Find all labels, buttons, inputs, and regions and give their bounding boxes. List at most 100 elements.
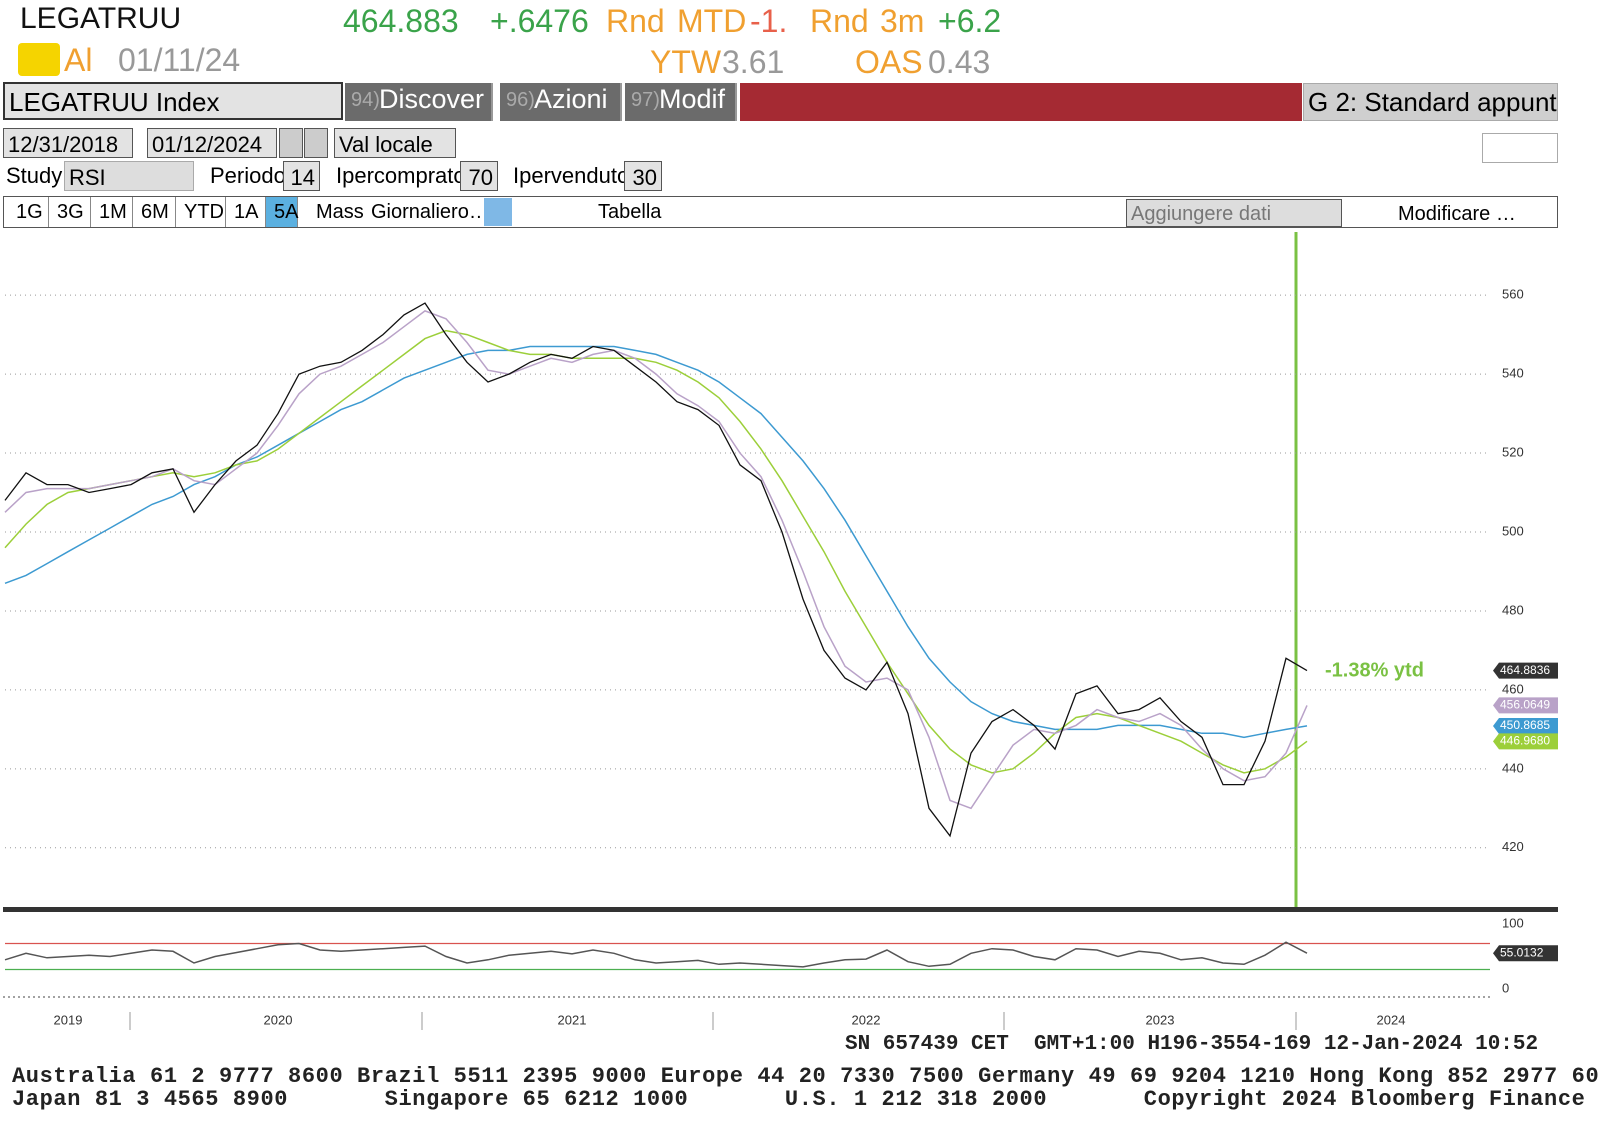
menu-label: Discover	[379, 84, 485, 114]
menu-number: 94)	[351, 89, 380, 111]
change: +.6476	[490, 3, 589, 39]
range-label[interactable]: 1A	[234, 201, 259, 223]
y-tick-label: 440	[1502, 760, 1524, 775]
value-tag	[1493, 945, 1558, 962]
gauge-icon[interactable]	[18, 43, 60, 76]
series-line	[4, 310, 1308, 810]
y-tick-label: 540	[1502, 366, 1524, 381]
y-tick-label: 460	[1502, 681, 1524, 696]
value-tag	[1493, 733, 1558, 750]
contacts-line: Japan 81 3 4565 8900 Singapore 65 6212 1…	[12, 1087, 1600, 1112]
overbought[interactable]: 70	[460, 161, 498, 191]
prev-button[interactable]	[279, 128, 303, 158]
security-field[interactable]: LEGATRUU Index	[3, 82, 343, 120]
status-line: SN 657439 CET GMT+1:00 H196-3554-169 12-…	[845, 1033, 1539, 1056]
value-tag	[1493, 697, 1558, 714]
range-label[interactable]: 1M	[99, 201, 127, 223]
ytw-label: YTW	[650, 44, 722, 80]
x-tick-label: 2022	[852, 1012, 881, 1027]
menu-label: Modif	[659, 84, 726, 114]
series-line	[4, 941, 1308, 968]
menu-button[interactable]	[500, 83, 622, 121]
x-tick-label: 2023	[1146, 1012, 1175, 1027]
series-line	[4, 329, 1308, 774]
period[interactable]: 14	[283, 161, 320, 191]
undo-redo[interactable]	[1482, 133, 1558, 163]
currency-select[interactable]: Val locale	[334, 128, 456, 158]
range-tab[interactable]	[49, 197, 91, 227]
range-tab[interactable]	[133, 197, 176, 227]
edit-button[interactable]: Modificare …	[1398, 203, 1516, 225]
range-tab[interactable]	[176, 197, 226, 227]
add-data-field[interactable]: Aggiungere dati	[1126, 199, 1342, 227]
y-tick-label: 0	[1502, 980, 1509, 995]
end-date[interactable]: 01/12/2024	[147, 128, 277, 158]
y-tick-label: 520	[1502, 444, 1524, 459]
range-label[interactable]: 5A	[274, 201, 299, 223]
red-bar	[740, 83, 1302, 121]
series-line	[4, 345, 1308, 739]
period-label: Periodo	[210, 163, 286, 188]
range-label[interactable]: 3G	[57, 201, 84, 223]
contacts-line: Australia 61 2 9777 8600 Brazil 5511 239…	[12, 1064, 1600, 1089]
mtd-label: MTD	[677, 3, 747, 39]
x-tick-label: 2020	[264, 1012, 293, 1027]
oversold[interactable]: 30	[624, 161, 662, 191]
x-tick-label: 2019	[54, 1012, 83, 1027]
frequency-select[interactable]: Giornaliero…	[371, 201, 489, 223]
study-select[interactable]: RSI	[64, 161, 194, 191]
layout-label[interactable]: G 2: Standard appunti	[1303, 83, 1558, 121]
y-tick-label: 100	[1502, 915, 1524, 930]
date: 01/11/24	[118, 42, 241, 78]
x-tick-label: 2024	[1377, 1012, 1406, 1027]
value-tag	[1493, 717, 1558, 734]
ytw: 3.61	[722, 44, 785, 80]
range-label[interactable]: 1G	[16, 201, 43, 223]
range-label[interactable]: 6M	[141, 201, 169, 223]
ytd-annotation: -1.38% ytd	[1325, 659, 1424, 681]
tab-row	[3, 196, 1558, 228]
value-tag	[1493, 662, 1558, 679]
value-tag-label: 446.9680	[1500, 734, 1550, 748]
value-tag-label: 450.8685	[1500, 718, 1550, 732]
menu-number: 96)	[506, 89, 535, 111]
table-tab[interactable]: Tabella	[598, 201, 662, 223]
range-label[interactable]: YTD	[184, 201, 224, 223]
mtd-value: -1.	[750, 3, 788, 39]
menu-button[interactable]	[345, 83, 493, 121]
value-tag-label: 55.0132	[1500, 945, 1544, 959]
menu-button[interactable]	[625, 83, 737, 121]
menu-number: 97)	[631, 89, 660, 111]
menu-label: Azioni	[534, 84, 608, 114]
pane-divider	[3, 907, 1558, 912]
y-tick-label: 420	[1502, 839, 1524, 854]
year-ticks	[129, 1012, 1297, 1030]
source: Al	[64, 42, 93, 78]
y-tick-label: 560	[1502, 287, 1524, 302]
start-date[interactable]: 12/31/2018	[3, 128, 133, 158]
range-tab[interactable]	[266, 197, 298, 227]
m3-prefix: Rnd	[810, 3, 869, 39]
oas: 0.43	[928, 44, 991, 80]
range-tab[interactable]	[91, 197, 133, 227]
value-tag-label: 456.0649	[1500, 698, 1550, 712]
oas-label: OAS	[855, 44, 923, 80]
study-label: Study	[6, 163, 63, 188]
series-line	[4, 302, 1308, 838]
mass-tab[interactable]: Mass	[316, 201, 364, 223]
y-tick-label: 480	[1502, 602, 1524, 617]
chart-type-button[interactable]	[484, 198, 512, 226]
m3-value: +6.2	[938, 3, 1002, 39]
next-button[interactable]	[304, 128, 328, 158]
ticker: LEGATRUU	[20, 2, 182, 35]
value-tag-label: 464.8836	[1500, 663, 1550, 677]
mtd-prefix: Rnd	[606, 3, 665, 39]
overbought-label: Ipercomprato	[336, 163, 466, 188]
price: 464.883	[343, 3, 459, 39]
range-tab[interactable]	[226, 197, 266, 227]
y-tick-label: 500	[1502, 523, 1524, 538]
range-tab[interactable]	[8, 197, 49, 227]
oversold-label: Ipervenduto	[513, 163, 630, 188]
